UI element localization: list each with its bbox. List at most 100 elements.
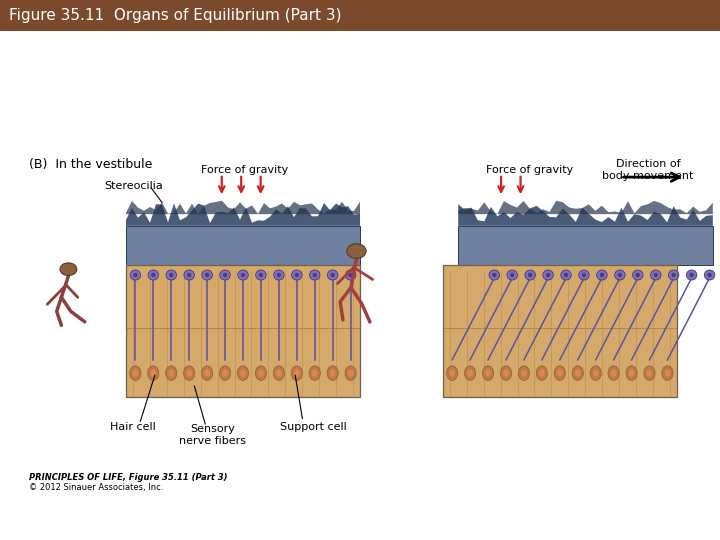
Ellipse shape [633,270,643,280]
Polygon shape [458,226,713,265]
Polygon shape [443,265,677,397]
Text: Figure 35.11  Organs of Equilibrium (Part 3): Figure 35.11 Organs of Equilibrium (Part… [9,8,341,23]
Ellipse shape [644,366,655,380]
Ellipse shape [593,369,598,377]
Ellipse shape [312,273,317,277]
Circle shape [346,244,366,258]
Ellipse shape [525,270,536,280]
Ellipse shape [310,270,320,280]
Polygon shape [126,203,360,226]
Ellipse shape [330,273,335,277]
Ellipse shape [546,273,550,277]
Ellipse shape [276,273,281,277]
Ellipse shape [205,273,210,277]
Text: Force of gravity: Force of gravity [485,165,573,175]
Polygon shape [126,265,360,397]
Ellipse shape [238,270,248,280]
Ellipse shape [503,369,509,377]
Ellipse shape [500,366,512,380]
Ellipse shape [579,270,589,280]
Ellipse shape [668,270,679,280]
Ellipse shape [665,369,670,377]
Ellipse shape [148,270,158,280]
Ellipse shape [328,270,338,280]
Ellipse shape [654,273,658,277]
Ellipse shape [482,366,494,380]
Ellipse shape [294,273,299,277]
Text: © 2012 Sinauer Associates, Inc.: © 2012 Sinauer Associates, Inc. [29,483,163,491]
Ellipse shape [636,273,640,277]
Ellipse shape [294,369,300,377]
Ellipse shape [130,270,140,280]
Ellipse shape [276,369,282,377]
Text: Sensory
nerve fibers: Sensory nerve fibers [179,424,246,446]
Ellipse shape [345,366,356,380]
Ellipse shape [220,366,230,380]
Ellipse shape [187,273,192,277]
Ellipse shape [572,366,583,380]
Ellipse shape [554,366,565,380]
Text: (B)  In the vestibule: (B) In the vestibule [29,158,152,171]
Ellipse shape [241,273,245,277]
Ellipse shape [274,366,284,380]
Ellipse shape [629,369,634,377]
Polygon shape [458,201,713,214]
Ellipse shape [220,270,230,280]
Text: Support cell: Support cell [280,422,346,431]
Ellipse shape [464,366,476,380]
Ellipse shape [166,270,176,280]
Ellipse shape [615,270,625,280]
Text: Direction of
body movement: Direction of body movement [603,159,693,181]
Ellipse shape [597,270,607,280]
Ellipse shape [169,273,174,277]
Ellipse shape [184,270,194,280]
Ellipse shape [575,369,580,377]
Ellipse shape [202,270,212,280]
Ellipse shape [611,369,616,377]
Ellipse shape [686,270,697,280]
Ellipse shape [467,369,473,377]
Ellipse shape [510,273,514,277]
Ellipse shape [489,270,500,280]
Ellipse shape [274,270,284,280]
Ellipse shape [662,366,673,380]
Ellipse shape [564,273,568,277]
Ellipse shape [518,366,529,380]
Ellipse shape [561,270,571,280]
Ellipse shape [151,273,156,277]
Ellipse shape [507,270,518,280]
Ellipse shape [223,273,228,277]
Ellipse shape [166,366,177,380]
Ellipse shape [130,366,141,380]
Ellipse shape [528,273,532,277]
Text: Force of gravity: Force of gravity [201,165,289,175]
Ellipse shape [309,366,320,380]
Ellipse shape [330,369,336,377]
Ellipse shape [291,366,302,380]
Ellipse shape [626,366,637,380]
Ellipse shape [704,270,715,280]
Ellipse shape [346,270,356,280]
Ellipse shape [708,273,711,277]
Ellipse shape [258,369,264,377]
Ellipse shape [238,366,248,380]
Ellipse shape [327,366,338,380]
Ellipse shape [312,369,318,377]
Ellipse shape [600,273,604,277]
Ellipse shape [258,273,263,277]
Ellipse shape [184,366,195,380]
Text: Stereocilia: Stereocilia [104,181,163,191]
Circle shape [60,263,77,275]
Ellipse shape [446,366,458,380]
Ellipse shape [543,270,554,280]
Ellipse shape [256,366,266,380]
Bar [0,0,720,31]
Polygon shape [458,204,713,226]
Ellipse shape [608,366,619,380]
Ellipse shape [449,369,455,377]
Ellipse shape [690,273,694,277]
Ellipse shape [204,369,210,377]
Ellipse shape [148,366,159,380]
Ellipse shape [582,273,586,277]
Ellipse shape [485,369,491,377]
